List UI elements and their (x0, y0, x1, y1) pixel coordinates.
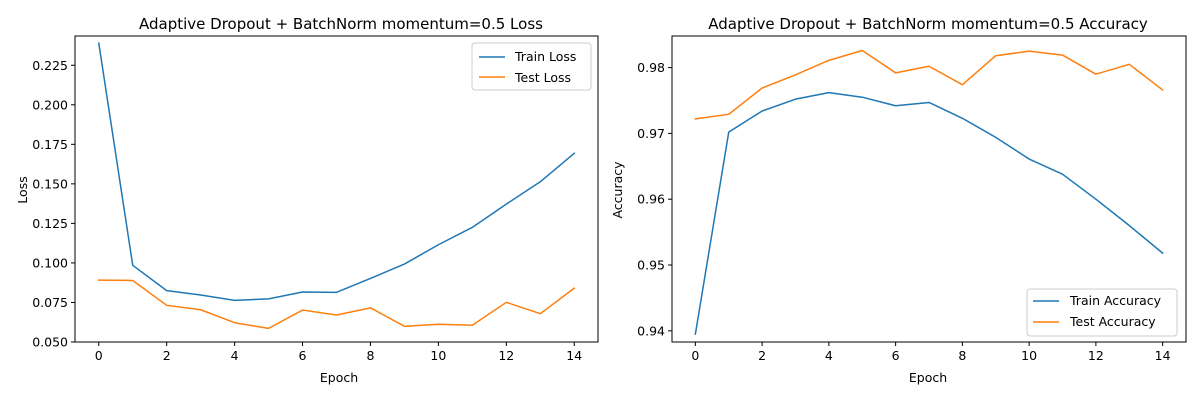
loss-y-tick-label: 0.225 (32, 58, 68, 73)
loss-x-tick-label: 6 (299, 348, 307, 363)
accuracy-y-tick-label: 0.98 (637, 60, 665, 75)
loss-series-line-test (98, 279, 576, 330)
accuracy-x-axis-label: Epoch (909, 370, 947, 385)
loss-x-tick-label: 12 (498, 348, 514, 363)
loss-legend-label-test: Test Loss (514, 70, 571, 85)
loss-y-axis-label: Loss (15, 176, 30, 203)
loss-y-tick-label: 0.200 (32, 97, 68, 112)
accuracy-chart: Adaptive Dropout + BatchNorm momentum=0.… (610, 15, 1187, 385)
accuracy-legend-box (1026, 288, 1178, 337)
accuracy-y-tick-label: 0.96 (637, 192, 665, 207)
accuracy-plot-area: 0 2 4 6 8 10 12 14 0.94 0.95 0.96 0.97 0.98 (637, 49, 1171, 363)
accuracy-x-tick-label: 4 (825, 348, 833, 363)
loss-legend-box (471, 42, 592, 91)
loss-y-tick-label: 0.100 (32, 255, 68, 270)
loss-x-tick-label: 8 (366, 348, 374, 363)
accuracy-legend-label-train: Train Accuracy (1069, 293, 1162, 308)
loss-x-tick-label: 4 (231, 348, 239, 363)
loss-x-tick-label: 14 (566, 348, 582, 363)
accuracy-series-line-train (694, 91, 1164, 335)
accuracy-chart-title: Adaptive Dropout + BatchNorm momentum=0.… (708, 15, 1148, 33)
accuracy-x-tick-label: 2 (758, 348, 766, 363)
accuracy-x-tick-label: 10 (1021, 348, 1037, 363)
loss-legend: Train Loss Test Loss (471, 42, 592, 91)
loss-y-tick-label: 0.125 (32, 216, 68, 231)
accuracy-y-axis-label: Accuracy (610, 161, 625, 219)
accuracy-x-tick-label: 14 (1155, 348, 1171, 363)
loss-x-tick-label: 10 (430, 348, 446, 363)
accuracy-x-tick-label: 8 (958, 348, 966, 363)
accuracy-series-line-test (694, 49, 1164, 120)
loss-y-tick-label: 0.050 (32, 335, 68, 350)
loss-x-tick-label: 2 (163, 348, 171, 363)
accuracy-plot-frame (671, 35, 1187, 343)
accuracy-y-tick-label: 0.97 (637, 126, 665, 141)
accuracy-y-tick-label: 0.95 (637, 258, 665, 273)
loss-y-tick-label: 0.075 (32, 295, 68, 310)
loss-plot-area: 0 2 4 6 8 10 12 14 0.050 0.075 0.100 0.125 0.150 0.17… (32, 42, 582, 363)
loss-y-tick-label: 0.175 (32, 137, 68, 152)
loss-x-axis-label: Epoch (320, 370, 358, 385)
loss-x-tick-label: 0 (95, 348, 103, 363)
loss-series-line-train (97, 42, 576, 302)
accuracy-legend-label-test: Test Accuracy (1069, 314, 1156, 329)
accuracy-x-tick-label: 6 (892, 348, 900, 363)
accuracy-y-tick-label: 0.94 (637, 323, 665, 338)
loss-plot-frame (74, 35, 599, 343)
loss-chart: Adaptive Dropout + BatchNorm momentum=0.… (15, 15, 599, 385)
loss-y-tick-label: 0.150 (32, 176, 68, 191)
accuracy-x-tick-label: 0 (691, 348, 699, 363)
accuracy-legend: Train Accuracy Test Accuracy (1026, 288, 1178, 337)
loss-chart-title: Adaptive Dropout + BatchNorm momentum=0.… (139, 15, 543, 33)
loss-legend-label-train: Train Loss (514, 49, 576, 64)
accuracy-x-tick-label: 12 (1088, 348, 1104, 363)
